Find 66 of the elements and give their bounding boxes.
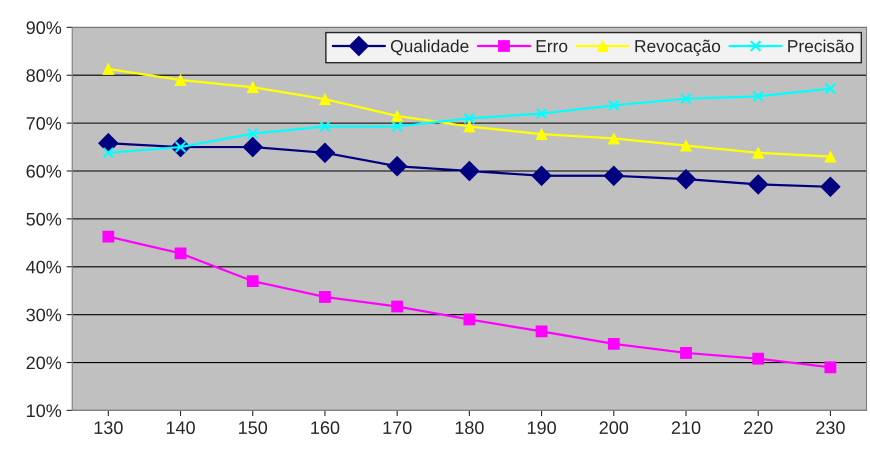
- point: [386, 156, 408, 176]
- point: [102, 146, 114, 159]
- x-tick-label: 140: [166, 421, 195, 434]
- legend-label: Revocação: [635, 40, 720, 56]
- y-tick-label: 30%: [26, 308, 62, 322]
- x-tick-label: 190: [528, 421, 556, 434]
- point: [242, 136, 263, 158]
- y-tick-label: 70%: [26, 117, 62, 130]
- x-tick-label: 130: [94, 421, 123, 434]
- x-tick-label: 200: [600, 421, 628, 434]
- point: [463, 314, 476, 326]
- point: [608, 100, 620, 112]
- y-tick-label: 40%: [26, 260, 62, 274]
- point: [604, 166, 624, 186]
- x-tick-label: 210: [672, 421, 700, 434]
- point: [680, 140, 692, 152]
- point: [174, 74, 186, 86]
- point: [98, 133, 118, 154]
- y-tick-label: 90%: [26, 21, 62, 34]
- legend-label: Erro: [536, 40, 568, 52]
- point: [608, 132, 620, 144]
- point: [824, 82, 836, 95]
- point: [680, 92, 692, 105]
- point: [820, 176, 841, 197]
- point: [102, 63, 114, 75]
- point: [174, 247, 186, 260]
- point: [608, 338, 620, 350]
- point: [676, 168, 696, 190]
- point: [748, 174, 768, 195]
- y-tick-label: 60%: [26, 164, 62, 178]
- point: [391, 120, 404, 132]
- point: [319, 93, 331, 106]
- x-tick-label: 230: [816, 421, 845, 434]
- y-tick-label: 20%: [26, 356, 62, 370]
- y-tick-label: 50%: [26, 212, 62, 226]
- point: [102, 230, 114, 242]
- y-tick-label: 80%: [26, 69, 62, 82]
- point: [680, 347, 692, 359]
- x-tick-label: 170: [383, 421, 412, 434]
- point: [752, 146, 764, 159]
- point: [314, 142, 336, 163]
- point: [824, 150, 836, 163]
- point: [246, 81, 259, 94]
- point: [752, 352, 764, 365]
- point: [319, 120, 331, 132]
- point: [246, 275, 259, 288]
- point: [536, 128, 548, 140]
- y-tick-label: 10%: [27, 404, 62, 418]
- point: [246, 128, 259, 140]
- point: [531, 166, 552, 186]
- point: [752, 90, 764, 102]
- point: [459, 160, 480, 182]
- point: [463, 120, 476, 132]
- x-tick-label: 150: [239, 421, 268, 434]
- point: [391, 110, 404, 122]
- point: [536, 108, 548, 120]
- x-tick-label: 160: [311, 421, 340, 434]
- x-tick-label: 220: [744, 421, 773, 434]
- point: [391, 300, 404, 312]
- point: [536, 325, 548, 338]
- point: [319, 291, 331, 303]
- point: [824, 361, 836, 374]
- legend-label: Qualidade: [390, 40, 468, 56]
- legend-label: Precisão: [788, 40, 854, 52]
- point: [463, 112, 476, 124]
- x-tick-label: 180: [456, 421, 484, 434]
